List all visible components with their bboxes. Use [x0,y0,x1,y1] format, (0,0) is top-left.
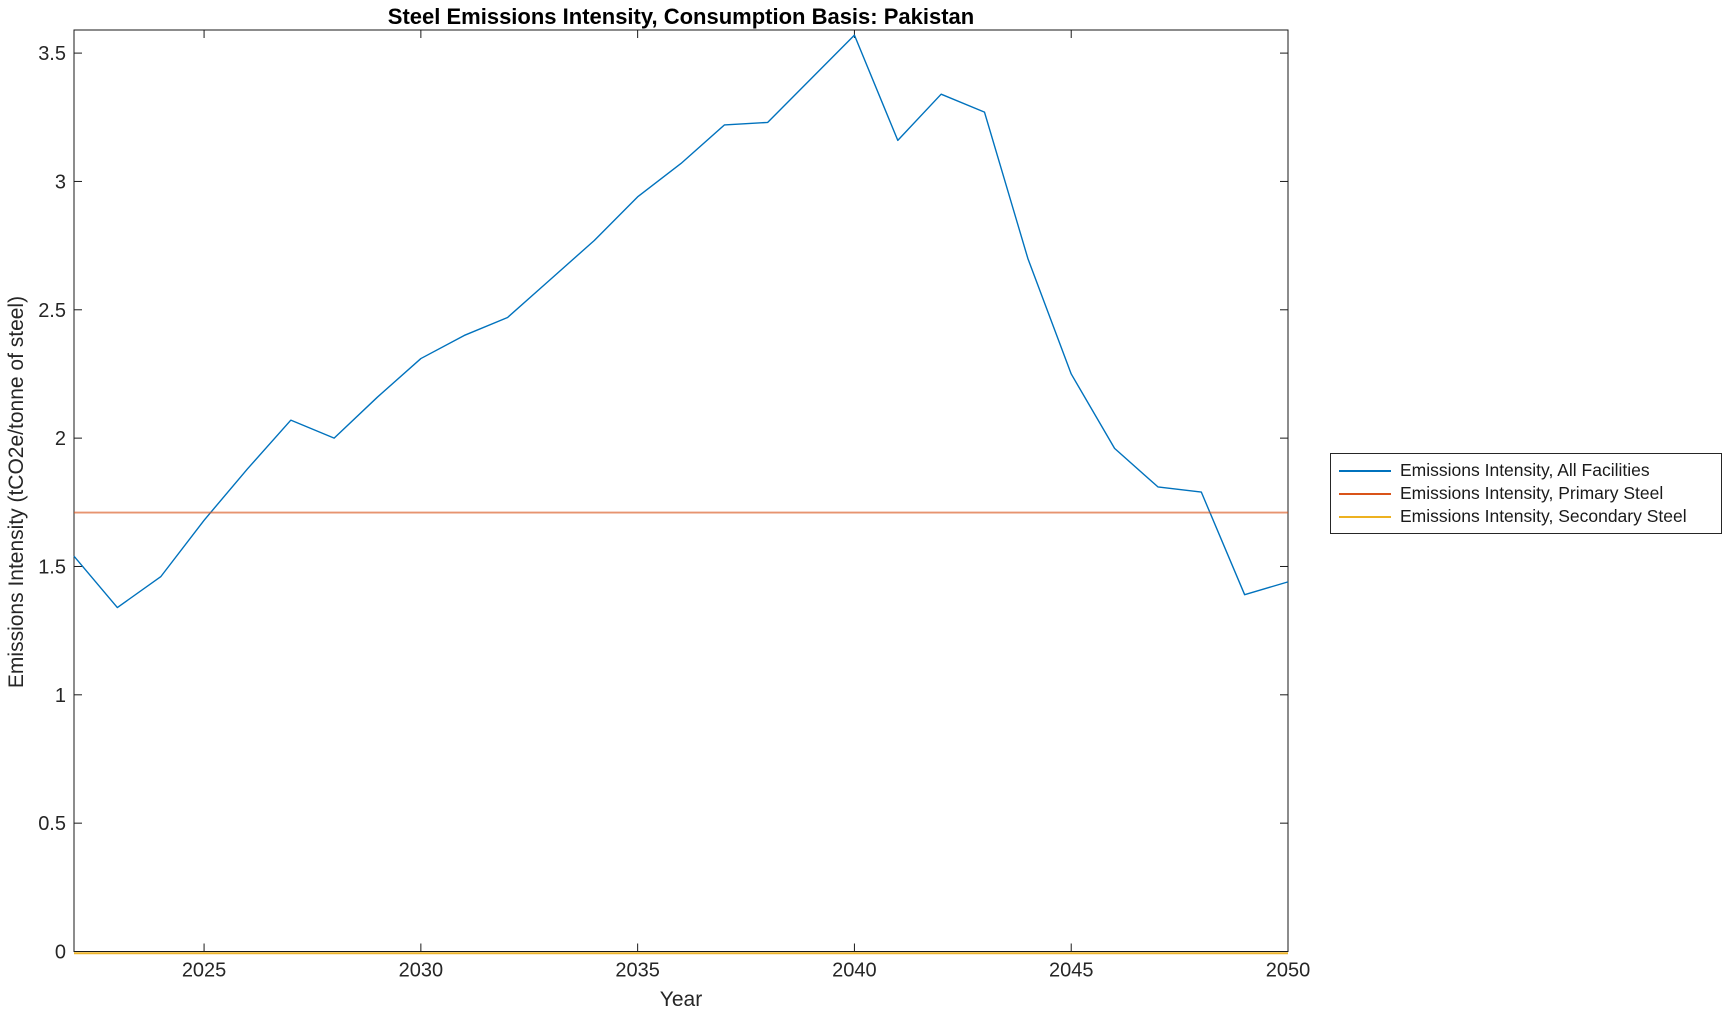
legend-label-all-facilities: Emissions Intensity, All Facilities [1400,460,1650,480]
legend-line-sample-secondary-steel [1339,515,1391,518]
legend-entry-secondary-steel: Emissions Intensity, Secondary Steel [1331,505,1721,528]
x-tick-label: 2030 [399,960,444,982]
plot-border [73,29,1289,952]
legend-label-primary-steel: Emissions Intensity, Primary Steel [1400,483,1664,503]
x-tick-label: 2040 [832,960,877,982]
legend-entry-all-facilities: Emissions Intensity, All Facilities [1331,459,1721,482]
x-tick-label: 2035 [615,960,660,982]
x-tick-label: 2050 [1266,960,1311,982]
x-tick-label: 2045 [1049,960,1094,982]
legend-entry-primary-steel: Emissions Intensity, Primary Steel [1331,482,1721,505]
chart-title: Steel Emissions Intensity, Consumption B… [387,4,975,29]
y-tick-label: 3.5 [38,43,66,65]
y-tick-label: 3 [55,171,66,193]
y-tick-label: 2 [55,428,66,450]
y-tick-label: 0.5 [38,813,66,835]
x-tick-label: 2025 [182,960,227,982]
y-tick-label: 1.5 [38,556,66,578]
y-tick-label: 0 [55,942,66,964]
y-tick-label: 1 [55,685,66,707]
legend-label-secondary-steel: Emissions Intensity, Secondary Steel [1400,506,1687,526]
y-axis-label: Emissions Intensity (tCO2e/tonne of stee… [5,295,28,689]
legend-line-sample-primary-steel [1339,492,1391,495]
legend: Emissions Intensity, All Facilities Emis… [1330,453,1722,534]
y-tick-label: 2.5 [38,300,66,322]
legend-line-sample-all-facilities [1339,469,1391,472]
x-axis-label: Year [659,988,703,1011]
series-line-all-facilities [73,34,1289,609]
